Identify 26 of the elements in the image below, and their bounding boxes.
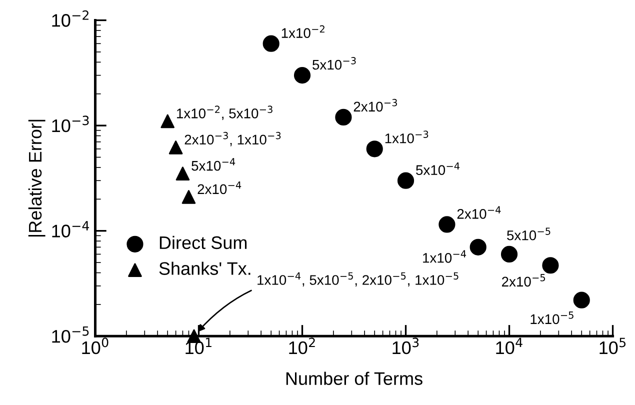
legend-label: Direct Sum xyxy=(160,236,247,250)
annotation: 2x10$^{−3}$ xyxy=(354,98,397,112)
x-tick-label: 10$^{2}$ xyxy=(289,338,315,354)
x-axis-title: Number of Terms xyxy=(286,372,422,385)
y-tick-label: 10$^{−4}$ xyxy=(52,221,90,238)
annotation: 1x10$^{−5}$ xyxy=(530,312,574,324)
y-tick-label: 10$^{−3}$ xyxy=(52,116,89,132)
legend-label: Shanks' Tx. xyxy=(159,262,250,275)
annotation: 5x10$^{−4}$ xyxy=(416,162,460,175)
annotation: 5x10$^{−3}$ xyxy=(312,57,356,70)
annotation: 5x10$^{−4}$ xyxy=(192,158,236,171)
annotation: 5x10$^{−5}$ xyxy=(507,228,550,240)
x-tick-label: 10$^{5}$ xyxy=(600,338,626,354)
annotation: 2x10$^{−3}$, 1x10$^{−3}$ xyxy=(184,132,281,146)
annotation: 1x10$^{−2}$, 5x10$^{−3}$ xyxy=(176,106,272,120)
annotation: 1x10$^{−4}$ xyxy=(423,250,466,263)
annotation: 2x10$^{−5}$ xyxy=(502,274,546,287)
x-tick-label: 10$^{3}$ xyxy=(392,338,419,354)
x-tick-label: 10$^{4}$ xyxy=(496,338,522,354)
annotation: 1x10$^{−3}$ xyxy=(385,130,428,144)
annotation: 1x10$^{−4}$, 5x10$^{−5}$, 2x10$^{−5}$, 1x10$^{−5}$ xyxy=(258,272,458,287)
annotation: 1x10$^{−2}$ xyxy=(282,25,324,38)
annotation: 2x10$^{−4}$ xyxy=(198,182,242,194)
y-axis-title: |Relative Error| xyxy=(28,120,46,236)
annotation: 2x10$^{−4}$ xyxy=(457,206,501,219)
y-tick-label: 10$^{−2}$ xyxy=(52,10,88,27)
